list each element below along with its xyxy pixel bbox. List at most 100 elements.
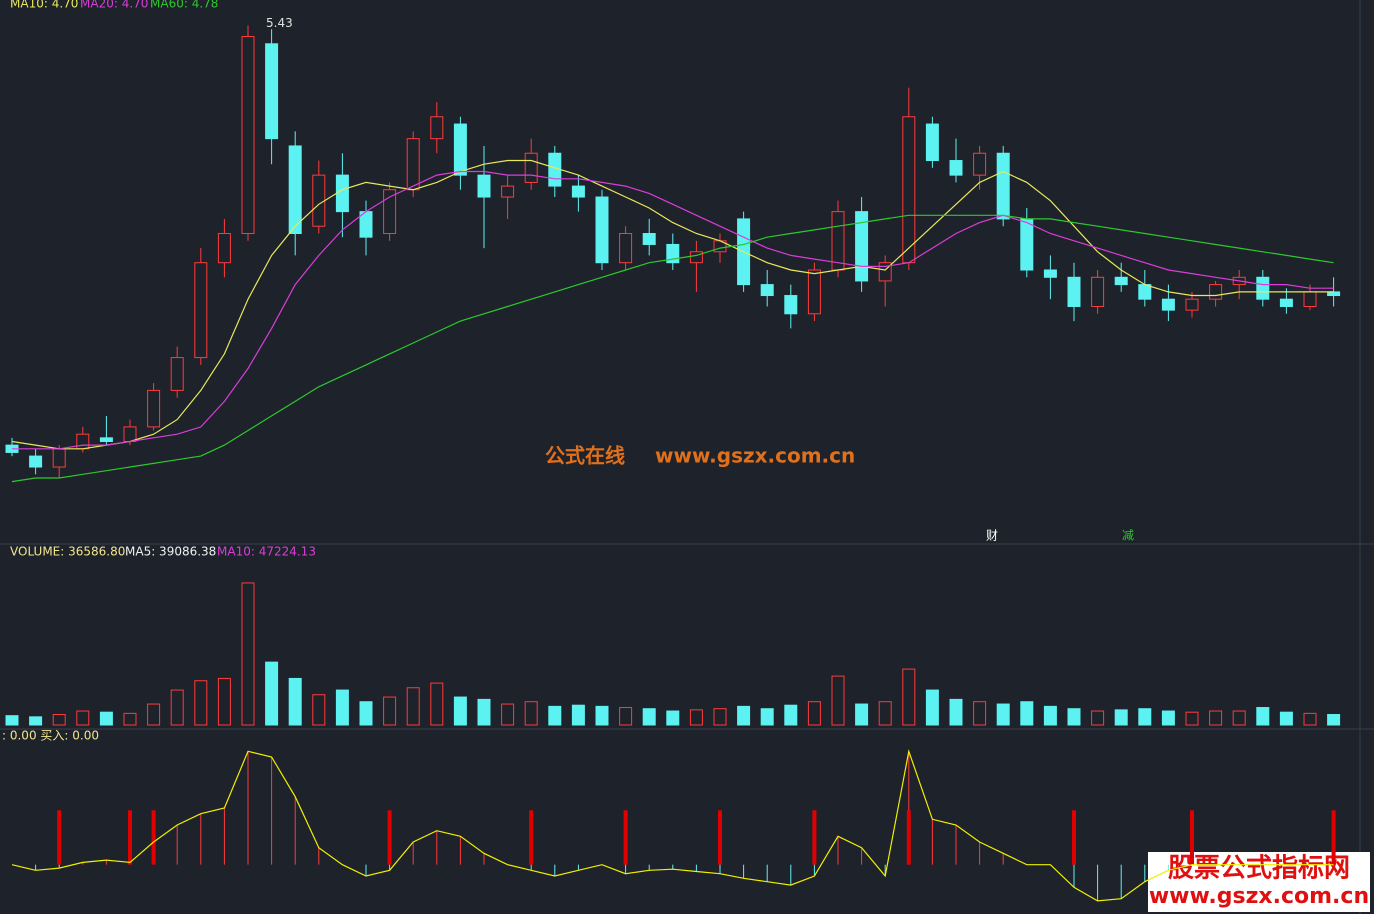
signal-bar (1072, 810, 1076, 865)
candle-body (265, 43, 279, 140)
volume-bar (1279, 711, 1293, 726)
volume-bar (359, 701, 373, 726)
volume-bar (642, 708, 656, 726)
legend-entry: MA20: 4.70 (80, 0, 148, 11)
line (11, 748, 1334, 902)
line (12, 170, 1334, 450)
signal-bar (1331, 810, 1336, 865)
volume-bar (29, 716, 43, 726)
candle-body (312, 174, 326, 227)
volume-bar (288, 677, 302, 726)
candle-body (1067, 276, 1081, 307)
legend-entry: MA10: 47224.13 (217, 545, 316, 559)
candle-body (217, 233, 231, 264)
candle-body (194, 262, 208, 359)
candle-body (406, 138, 420, 191)
candle-body (855, 211, 869, 282)
signal-bar (623, 810, 628, 865)
legend-entry: MA5: 39086.38 (125, 545, 216, 559)
volume-bar (147, 703, 161, 726)
volume-bar (996, 703, 1010, 726)
volume-bar (1114, 709, 1128, 726)
volume-bar (1327, 714, 1341, 726)
volume-bar (76, 710, 90, 726)
candle-body (1185, 298, 1199, 311)
volume-bar (453, 696, 467, 726)
candle-body (147, 389, 161, 428)
candle-body (642, 233, 656, 245)
candle-body (501, 185, 515, 198)
signal-bar (906, 810, 911, 865)
volume-bar (548, 705, 562, 726)
volume-bar (760, 708, 774, 726)
volume-bar (1138, 708, 1152, 726)
volume-bar (689, 709, 703, 726)
candle-body (949, 160, 963, 176)
volume-bar (1067, 708, 1081, 726)
legend-entry: MA60: 4.78 (150, 0, 218, 11)
candle-body (831, 211, 845, 271)
candle-body (689, 251, 703, 264)
volume-bar (501, 703, 515, 726)
volume-bar (383, 696, 397, 726)
candle-body (335, 174, 349, 213)
volume-bar (1043, 705, 1057, 726)
legend-entry: MA10: 4.70 (10, 0, 78, 11)
annotation: 减 (1122, 529, 1134, 543)
volume-bar (807, 701, 821, 726)
candle-body (1020, 218, 1034, 271)
line (11, 159, 1334, 450)
candle-body (1161, 298, 1175, 311)
candle-body (383, 189, 397, 235)
banner-url: www.gszx.com.cn (1149, 884, 1369, 909)
candle-body (1256, 276, 1270, 300)
line (11, 214, 1334, 483)
volume-bar (312, 694, 326, 726)
candle-body (1043, 269, 1057, 278)
volume-bar (430, 682, 444, 726)
candle-body (453, 123, 467, 176)
candle-body (99, 437, 113, 442)
volume-bar (784, 704, 798, 726)
candle-body (524, 152, 538, 183)
volume-bar (925, 689, 939, 726)
signal-bar (529, 810, 534, 865)
candle-body (52, 448, 66, 468)
volume-bar (666, 710, 680, 726)
candle-body (619, 233, 633, 264)
candle-body (807, 269, 821, 315)
signal-bar (128, 810, 132, 865)
candle-body (477, 174, 491, 198)
annotation: 财 (986, 529, 998, 543)
volume-bar (477, 698, 491, 726)
volume-bar (335, 689, 349, 726)
volume-bar (5, 715, 19, 726)
volume-bar (170, 689, 184, 726)
candle-body (1138, 284, 1152, 300)
candle-body (784, 295, 798, 315)
volume-bar (1209, 710, 1223, 726)
volume-bar (406, 687, 420, 726)
signal-bar (1190, 810, 1194, 865)
volume-bar (217, 677, 231, 726)
volume-bar (241, 582, 255, 726)
candle-body (288, 145, 302, 235)
volume-bar (902, 668, 916, 726)
volume-bar (949, 698, 963, 726)
volume-bar (52, 714, 66, 726)
volume-bar (265, 661, 279, 726)
volume-bar (524, 701, 538, 726)
volume-bar (123, 712, 137, 726)
volume-bar (99, 711, 113, 726)
volume-bar (713, 708, 727, 726)
signal-bar (151, 810, 156, 865)
candle-body (1091, 276, 1105, 307)
candle-body (571, 185, 585, 198)
signal-bar (718, 810, 722, 865)
legend-entry: VOLUME: 36586.80 (10, 545, 125, 559)
volume-bar (194, 680, 208, 726)
watermark: 公式在线 (545, 444, 625, 468)
watermark-url: www.gszx.com.cn (655, 444, 855, 468)
signal-bar (812, 810, 817, 865)
